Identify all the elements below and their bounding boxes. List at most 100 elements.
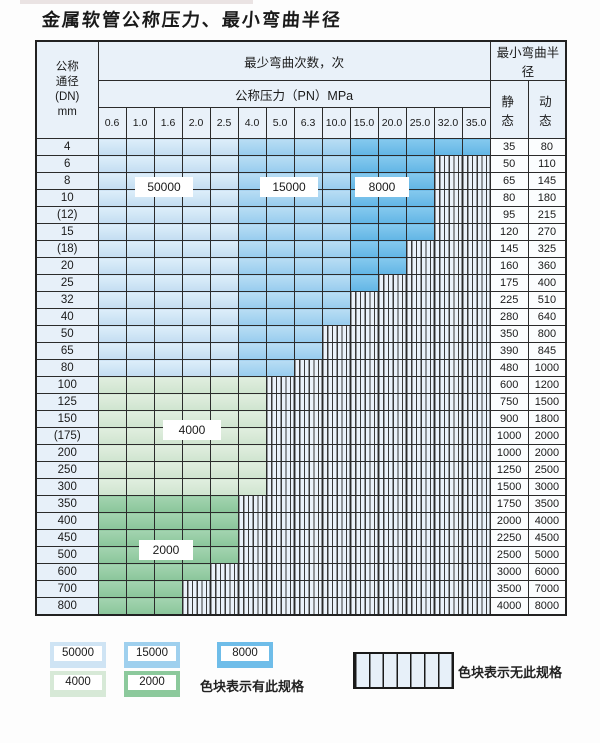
spec-cell [153,461,183,479]
no-spec-cell [461,393,491,411]
no-spec-cell [377,427,407,445]
dn-cell: 300 [35,478,99,496]
no-spec-cell [265,597,295,616]
static-radius-value: 1500 [489,478,529,496]
static-radius-value: 35 [489,138,529,156]
no-spec-cell [433,342,463,360]
spec-cell [349,257,379,275]
spec-cell [153,240,183,258]
no-spec-cell [377,325,407,343]
spec-table-wrap: 公称 通径 (DN) mm 最少弯曲次数，次 最小弯曲半径 公称压力（PN）MPa 静… [35,40,568,616]
spec-cell [97,325,127,343]
spec-cell [209,342,239,360]
no-spec-cell [433,308,463,326]
dynamic-header: 动 态 [527,80,567,139]
no-spec-cell [349,444,379,462]
no-spec-cell [461,478,491,496]
dynamic-radius-value: 1000 [527,359,567,377]
header-row-1: 公称 通径 (DN) mm 最少弯曲次数，次 最小弯曲半径 [35,40,567,139]
no-spec-cell [293,461,323,479]
no-spec-cell [405,257,435,275]
no-spec-cell [265,529,295,547]
spec-cell [349,240,379,258]
dynamic-radius-value: 6000 [527,563,567,581]
table-row: 250 1250 2500 [35,461,567,479]
table-row: 100 600 1200 [35,376,567,394]
spec-cell [405,206,435,224]
spec-cell [97,342,127,360]
spec-cell [181,325,211,343]
spec-cell [125,597,155,616]
no-spec-cell [461,172,491,190]
no-spec-cell [461,257,491,275]
spec-cell [125,427,155,445]
no-spec-cell [321,461,351,479]
spec-cell [265,155,295,173]
spec-cell [181,495,211,513]
no-spec-cell [461,427,491,445]
no-spec-cell [265,410,295,428]
no-spec-cell [321,495,351,513]
spec-cell [97,410,127,428]
dynamic-radius-value: 8000 [527,597,567,616]
no-spec-cell [405,597,435,616]
spec-cell [97,223,127,241]
spec-cell [265,291,295,309]
spec-cell [237,376,267,394]
no-spec-cell [377,512,407,530]
no-spec-cell [433,223,463,241]
dynamic-radius-value: 3000 [527,478,567,496]
no-spec-cell [405,580,435,598]
spec-cell [405,138,435,156]
no-spec-cell [461,223,491,241]
spec-cell [293,240,323,258]
dynamic-radius-value: 640 [527,308,567,326]
no-spec-cell [433,597,463,616]
table-row: 20 160 360 [35,257,567,275]
spec-cell [97,274,127,292]
table-row: (18) 145 325 [35,240,567,258]
dn-cell: 350 [35,495,99,513]
no-spec-cell [349,410,379,428]
spec-cell [97,597,127,616]
dn-cell: 32 [35,291,99,309]
static-radius-value: 1750 [489,495,529,513]
static-radius-value: 1000 [489,427,529,445]
dynamic-radius-value: 3500 [527,495,567,513]
no-spec-cell [321,512,351,530]
spec-cell [97,512,127,530]
no-spec-cell [433,376,463,394]
pressure-column-header: 2.5 [209,107,239,139]
dynamic-radius-value: 7000 [527,580,567,598]
no-spec-cell [461,563,491,581]
static-radius-value: 2500 [489,546,529,564]
no-spec-cell [349,325,379,343]
dn-cell: (12) [35,206,99,224]
table-row: 15 120 270 [35,223,567,241]
pressure-column-header: 5.0 [265,107,295,139]
spec-cell [209,461,239,479]
spec-cell [181,461,211,479]
no-spec-cell [265,563,295,581]
spec-cell [125,376,155,394]
spec-cell [153,138,183,156]
no-spec-cell [433,393,463,411]
spec-cell [265,308,295,326]
static-radius-value: 120 [489,223,529,241]
spec-cell [97,172,127,190]
dn-cell: 50 [35,325,99,343]
spec-cell [237,325,267,343]
no-spec-cell [433,563,463,581]
spec-cell [405,223,435,241]
no-spec-cell [377,461,407,479]
spec-cell [153,342,183,360]
no-spec-cell [377,393,407,411]
cycles-label-4000: 4000 [163,420,221,440]
spec-cell [293,325,323,343]
no-spec-cell [265,546,295,564]
dynamic-radius-value: 2500 [527,461,567,479]
no-spec-cell [377,580,407,598]
no-spec-cell [349,478,379,496]
spec-cell [125,563,155,581]
